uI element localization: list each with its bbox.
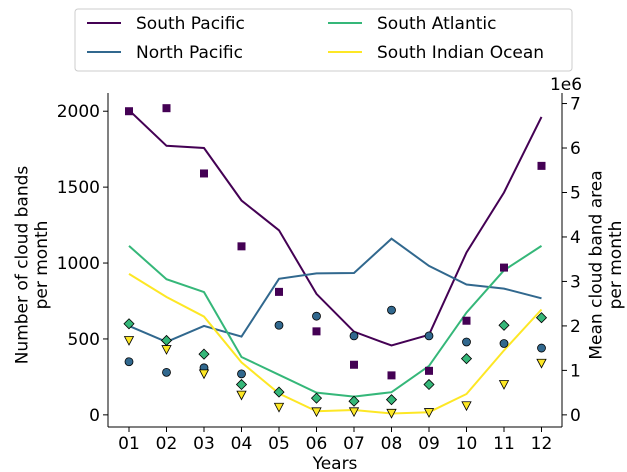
- left-y-axis-ticks: 0 500 1000 1500 2000: [57, 102, 108, 426]
- marker-south-indian-ocean-01: [123, 336, 135, 346]
- marker-north-pacific-04: [237, 369, 246, 379]
- left-y-tick-label-0: 0: [89, 406, 100, 426]
- left-y-tick-label-1500: 1500: [57, 178, 100, 198]
- series-markers: [123, 104, 548, 419]
- legend-box: [74, 8, 573, 72]
- marker-south-pacific-10: [462, 316, 471, 325]
- marker-south-indian-ocean-03: [198, 369, 210, 380]
- marker-south-atlantic-01: [123, 318, 135, 330]
- marker-south-pacific-09: [425, 366, 433, 375]
- marker-south-indian-ocean-05: [273, 402, 285, 413]
- line-north-pacific: [128, 237, 542, 343]
- x-tick-label-07: 07: [343, 434, 365, 454]
- left-y-axis-title: Number of cloud bandsper month: [12, 166, 52, 365]
- right-axis-offset-label: 1e6: [550, 75, 582, 95]
- x-tick-label-06: 06: [306, 434, 328, 454]
- marker-north-pacific-02: [162, 367, 171, 377]
- x-tick-label-12: 12: [531, 434, 553, 454]
- marker-south-indian-ocean-11: [498, 380, 510, 390]
- marker-south-indian-ocean-10: [461, 401, 472, 412]
- left-y-tick-label-1000: 1000: [57, 254, 100, 274]
- legend-label-south-pacific: South Pacific: [136, 14, 245, 34]
- marker-south-atlantic-02: [160, 334, 173, 347]
- right-y-tick-label-4: 4: [570, 228, 581, 248]
- x-tick-label-04: 04: [231, 434, 253, 454]
- marker-north-pacific-08: [387, 305, 396, 315]
- right-y-tick-label-3: 3: [570, 272, 581, 292]
- marker-south-indian-ocean-07: [348, 407, 360, 418]
- legend-label-north-pacific: North Pacific: [136, 43, 243, 63]
- marker-north-pacific-06: [312, 311, 321, 321]
- marker-south-atlantic-12: [535, 312, 548, 324]
- marker-south-atlantic-10: [460, 353, 473, 365]
- x-tick-label-03: 03: [193, 434, 215, 454]
- legend-label-south-indian-ocean: South Indian Ocean: [377, 43, 544, 63]
- right-y-tick-label-5: 5: [570, 183, 581, 203]
- marker-south-indian-ocean-02: [161, 345, 172, 355]
- marker-north-pacific-10: [462, 337, 471, 347]
- marker-north-pacific-12: [537, 343, 546, 353]
- marker-south-atlantic-04: [235, 378, 248, 391]
- x-axis-ticks: 01 02 03 04 05 06 07 08 09 10 11 12: [118, 427, 552, 454]
- marker-south-indian-ocean-08: [386, 408, 397, 419]
- line-south-indian-ocean: [128, 273, 543, 415]
- marker-south-atlantic-03: [198, 348, 210, 360]
- marker-south-atlantic-11: [498, 319, 510, 331]
- marker-south-indian-ocean-04: [236, 390, 247, 401]
- marker-south-atlantic-08: [385, 394, 398, 406]
- marker-south-pacific-01: [125, 107, 133, 116]
- marker-south-indian-ocean-12: [536, 358, 547, 369]
- right-y-tick-label-0: 0: [570, 406, 581, 426]
- right-y-tick-label-2: 2: [570, 317, 581, 337]
- marker-south-pacific-05: [275, 287, 283, 296]
- x-tick-label-02: 02: [156, 434, 178, 454]
- marker-north-pacific-05: [274, 320, 284, 330]
- marker-south-pacific-04: [237, 242, 246, 251]
- right-y-tick-label-1: 1: [570, 361, 581, 381]
- line-south-atlantic: [128, 245, 543, 398]
- marker-north-pacific-07: [349, 331, 359, 341]
- marker-south-pacific-12: [537, 161, 546, 170]
- left-y-tick-label-2000: 2000: [57, 102, 100, 122]
- right-y-tick-label-6: 6: [570, 139, 581, 159]
- marker-north-pacific-11: [499, 339, 509, 348]
- marker-south-indian-ocean-06: [311, 407, 322, 418]
- right-y-tick-label-7: 7: [570, 95, 581, 115]
- legend: South Pacific North Pacific South Atlant…: [74, 8, 573, 72]
- marker-south-pacific-11: [500, 263, 508, 272]
- axes-spines: [107, 93, 563, 428]
- x-tick-label-09: 09: [418, 434, 440, 454]
- marker-south-pacific-07: [350, 360, 358, 369]
- marker-south-indian-ocean-09: [423, 408, 435, 418]
- marker-north-pacific-09: [424, 331, 434, 341]
- x-tick-label-01: 01: [118, 434, 140, 454]
- marker-south-atlantic-07: [348, 395, 360, 407]
- line-south-pacific: [128, 109, 543, 347]
- series-lines: [128, 109, 543, 415]
- marker-south-atlantic-05: [273, 386, 285, 398]
- x-tick-label-11: 11: [493, 434, 515, 454]
- marker-south-pacific-02: [162, 104, 171, 113]
- marker-north-pacific-01: [124, 357, 134, 367]
- legend-label-south-atlantic: South Atlantic: [377, 14, 496, 34]
- x-tick-label-10: 10: [456, 434, 478, 454]
- x-tick-label-08: 08: [381, 434, 403, 454]
- right-y-axis-title: Mean cloud band areaper month: [586, 170, 626, 359]
- x-axis-title: Years: [312, 454, 358, 472]
- marker-south-pacific-08: [387, 371, 396, 380]
- marker-south-pacific-03: [200, 169, 208, 178]
- x-tick-label-05: 05: [268, 434, 290, 454]
- marker-south-atlantic-09: [423, 378, 435, 391]
- marker-south-pacific-06: [312, 327, 321, 336]
- marker-south-atlantic-06: [310, 392, 323, 404]
- left-y-tick-label-500: 500: [68, 330, 100, 350]
- right-y-axis-ticks: 0 1 2 3 4 5 6 7: [562, 95, 581, 426]
